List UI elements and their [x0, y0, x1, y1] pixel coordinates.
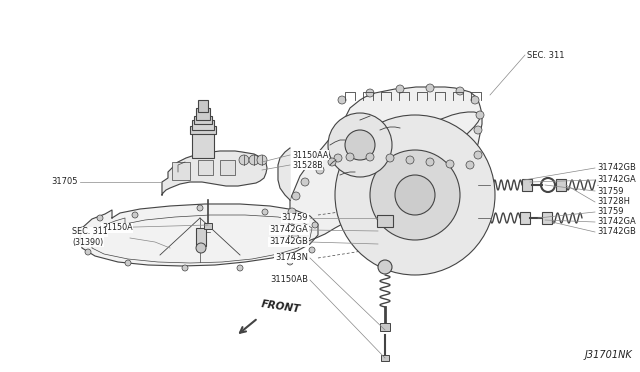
Circle shape [262, 209, 268, 215]
Bar [377, 215, 393, 227]
Circle shape [79, 227, 85, 233]
Circle shape [292, 192, 300, 200]
Bar [172, 162, 190, 180]
Text: 31705: 31705 [51, 177, 78, 186]
Circle shape [125, 260, 131, 266]
Circle shape [309, 247, 315, 253]
Circle shape [257, 155, 267, 165]
Bar [520, 212, 530, 224]
Bar [542, 212, 552, 224]
Circle shape [296, 238, 304, 246]
Bar [556, 179, 566, 191]
Circle shape [288, 208, 296, 216]
Circle shape [346, 153, 354, 161]
Circle shape [366, 89, 374, 97]
Text: 31759: 31759 [282, 214, 308, 222]
Circle shape [132, 212, 138, 218]
Text: 31150AB: 31150AB [270, 276, 308, 285]
Text: 31759: 31759 [597, 208, 623, 217]
Bar [196, 108, 210, 120]
Circle shape [328, 158, 336, 166]
Bar [192, 120, 214, 130]
Circle shape [474, 151, 482, 159]
Circle shape [378, 260, 392, 274]
Circle shape [197, 205, 203, 211]
Bar [381, 355, 389, 361]
Polygon shape [278, 148, 290, 200]
Circle shape [301, 178, 309, 186]
Circle shape [345, 130, 375, 160]
Text: 31742GB: 31742GB [597, 228, 636, 237]
Circle shape [474, 126, 482, 134]
Circle shape [334, 154, 342, 162]
Circle shape [196, 243, 206, 253]
Text: J31701NK: J31701NK [584, 350, 632, 360]
Circle shape [291, 234, 299, 242]
Circle shape [466, 161, 474, 169]
Text: (31390): (31390) [72, 237, 103, 247]
Circle shape [471, 96, 479, 104]
Circle shape [335, 115, 495, 275]
Text: SEC. 311: SEC. 311 [72, 228, 108, 237]
Circle shape [396, 85, 404, 93]
Circle shape [182, 265, 188, 271]
Circle shape [386, 154, 394, 162]
Bar [198, 160, 213, 175]
Circle shape [97, 215, 103, 221]
Text: 31742GB: 31742GB [269, 237, 308, 247]
Text: 31743N: 31743N [275, 253, 308, 263]
Text: 31728H: 31728H [597, 198, 630, 206]
Circle shape [239, 155, 249, 165]
Text: 31742GA: 31742GA [597, 218, 636, 227]
Circle shape [406, 156, 414, 164]
Circle shape [338, 96, 346, 104]
Polygon shape [80, 204, 318, 266]
Bar [198, 100, 208, 112]
Text: 31759: 31759 [597, 186, 623, 196]
Bar [522, 179, 532, 191]
Circle shape [370, 150, 460, 240]
Circle shape [446, 160, 454, 168]
Bar [380, 323, 390, 331]
Bar [190, 126, 216, 134]
Circle shape [328, 113, 392, 177]
Circle shape [249, 155, 259, 165]
Circle shape [426, 84, 434, 92]
Polygon shape [162, 151, 267, 195]
Text: 31742GA: 31742GA [269, 225, 308, 234]
Bar [192, 130, 214, 158]
Bar [204, 223, 212, 229]
Circle shape [287, 259, 293, 265]
Circle shape [316, 166, 324, 174]
Bar [220, 160, 235, 175]
Circle shape [476, 111, 484, 119]
Circle shape [288, 224, 296, 232]
Circle shape [395, 175, 435, 215]
Circle shape [312, 222, 318, 228]
Text: SEC. 311: SEC. 311 [527, 51, 564, 60]
Text: 31150A: 31150A [102, 224, 132, 232]
Text: 31742GB: 31742GB [597, 164, 636, 173]
Text: 31150AA: 31150AA [292, 151, 328, 160]
Text: 31742GA: 31742GA [597, 176, 636, 185]
Bar [196, 228, 206, 246]
Circle shape [426, 158, 434, 166]
Circle shape [85, 249, 91, 255]
Text: FRONT: FRONT [261, 299, 301, 315]
Bar [194, 116, 212, 124]
Circle shape [456, 87, 464, 95]
Polygon shape [289, 87, 482, 244]
Text: 31528B: 31528B [292, 160, 323, 170]
Circle shape [237, 265, 243, 271]
Circle shape [366, 153, 374, 161]
